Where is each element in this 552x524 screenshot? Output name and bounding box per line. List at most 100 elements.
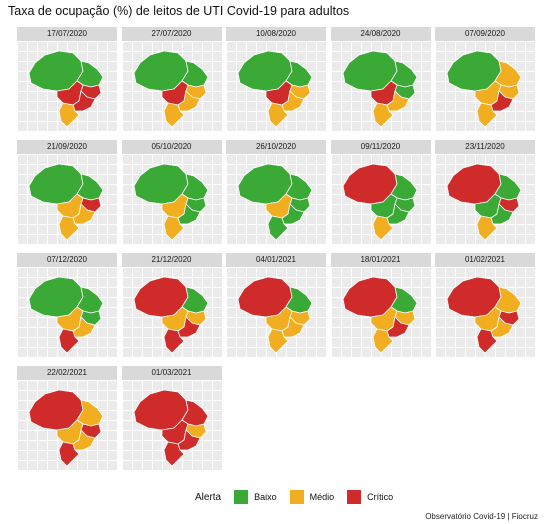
brazil-map bbox=[133, 389, 208, 467]
panel-date: 07/12/2020 bbox=[17, 253, 117, 267]
brazil-map bbox=[133, 276, 208, 354]
map-plot-area bbox=[435, 41, 535, 131]
map-panel: 07/12/2020 bbox=[17, 253, 117, 357]
page-title: Taxa de ocupação (%) de leitos de UTI Co… bbox=[8, 4, 350, 18]
panel-date: 23/11/2020 bbox=[435, 140, 535, 154]
brazil-map bbox=[133, 163, 208, 241]
source-caption: Observatório Covid-19 | Fiocruz bbox=[425, 512, 538, 521]
map-region bbox=[163, 328, 184, 354]
map-region bbox=[163, 441, 184, 467]
panel-date: 26/10/2020 bbox=[226, 140, 326, 154]
map-region bbox=[58, 215, 80, 241]
map-region bbox=[267, 328, 289, 354]
legend-title: Alerta bbox=[195, 491, 222, 503]
panel-date: 04/01/2021 bbox=[226, 253, 326, 267]
map-region bbox=[177, 316, 200, 338]
map-region bbox=[281, 316, 305, 338]
map-plot-area bbox=[435, 154, 535, 244]
map-plot-area bbox=[435, 267, 535, 357]
map-panel: 21/12/2020 bbox=[121, 253, 222, 357]
map-panel: 01/03/2021 bbox=[121, 366, 222, 470]
panel-date: 17/07/2020 bbox=[17, 27, 117, 41]
panel-date: 27/07/2020 bbox=[121, 27, 222, 41]
map-region bbox=[72, 316, 96, 338]
panel-date: 18/01/2021 bbox=[330, 253, 431, 267]
panel-date: 22/02/2021 bbox=[17, 366, 117, 380]
map-region bbox=[177, 203, 200, 225]
panel-date: 07/09/2020 bbox=[435, 27, 535, 41]
brazil-map bbox=[28, 389, 104, 467]
panel-date: 10/08/2020 bbox=[226, 27, 326, 41]
map-region bbox=[58, 328, 80, 354]
map-region bbox=[177, 429, 200, 451]
legend-item: Crítico bbox=[346, 489, 393, 505]
brazil-map bbox=[28, 50, 104, 128]
map-region bbox=[476, 328, 498, 354]
brazil-map bbox=[342, 163, 417, 241]
map-plot-area bbox=[226, 41, 326, 131]
map-region bbox=[386, 316, 409, 338]
map-panel: 27/07/2020 bbox=[121, 27, 222, 131]
map-region bbox=[386, 203, 409, 225]
map-plot-area bbox=[226, 267, 326, 357]
panel-date: 01/02/2021 bbox=[435, 253, 535, 267]
legend-swatch bbox=[233, 489, 250, 505]
map-panel: 04/01/2021 bbox=[226, 253, 326, 357]
map-region bbox=[476, 215, 498, 241]
panel-date: 24/08/2020 bbox=[330, 27, 431, 41]
map-region bbox=[490, 90, 514, 112]
brazil-map bbox=[133, 50, 208, 128]
map-region bbox=[281, 203, 305, 225]
map-panel: 24/08/2020 bbox=[330, 27, 431, 131]
legend-item: Médio bbox=[288, 489, 335, 505]
map-plot-area bbox=[330, 41, 431, 131]
map-panel: 23/11/2020 bbox=[435, 140, 535, 244]
map-panel: 09/11/2020 bbox=[330, 140, 431, 244]
brazil-map bbox=[446, 163, 522, 241]
map-region bbox=[372, 328, 393, 354]
panel-date: 01/03/2021 bbox=[121, 366, 222, 380]
map-region bbox=[490, 203, 514, 225]
panel-date: 21/09/2020 bbox=[17, 140, 117, 154]
map-plot-area bbox=[330, 154, 431, 244]
map-plot-area bbox=[121, 154, 222, 244]
map-region bbox=[476, 102, 498, 128]
brazil-map bbox=[342, 276, 417, 354]
legend-label: Médio bbox=[309, 492, 335, 502]
panel-date: 21/12/2020 bbox=[121, 253, 222, 267]
map-plot-area bbox=[17, 154, 117, 244]
map-region bbox=[72, 203, 96, 225]
map-region bbox=[386, 90, 409, 112]
brazil-map bbox=[237, 163, 313, 241]
map-panel: 17/07/2020 bbox=[17, 27, 117, 131]
map-plot-area bbox=[121, 41, 222, 131]
map-region bbox=[58, 441, 80, 467]
map-panel: 26/10/2020 bbox=[226, 140, 326, 244]
map-plot-area bbox=[121, 380, 222, 470]
brazil-map bbox=[446, 276, 522, 354]
map-region bbox=[490, 316, 514, 338]
brazil-map bbox=[342, 50, 417, 128]
map-panel: 18/01/2021 bbox=[330, 253, 431, 357]
panel-date: 09/11/2020 bbox=[330, 140, 431, 154]
map-region bbox=[372, 215, 393, 241]
map-panel: 22/02/2021 bbox=[17, 366, 117, 470]
map-region bbox=[72, 429, 96, 451]
map-region bbox=[267, 215, 289, 241]
map-region bbox=[72, 90, 96, 112]
map-plot-area bbox=[226, 154, 326, 244]
map-plot-area bbox=[17, 41, 117, 131]
map-plot-area bbox=[17, 380, 117, 470]
brazil-map bbox=[28, 163, 104, 241]
map-panel: 21/09/2020 bbox=[17, 140, 117, 244]
brazil-map bbox=[446, 50, 522, 128]
brazil-map bbox=[237, 276, 313, 354]
legend-swatch bbox=[346, 489, 363, 505]
map-plot-area bbox=[121, 267, 222, 357]
legend-label: Crítico bbox=[367, 492, 394, 502]
map-region bbox=[281, 90, 305, 112]
map-plot-area bbox=[330, 267, 431, 357]
map-plot-area bbox=[17, 267, 117, 357]
map-region bbox=[372, 102, 393, 128]
legend: Alerta Baixo Médio Crítico bbox=[195, 489, 405, 505]
